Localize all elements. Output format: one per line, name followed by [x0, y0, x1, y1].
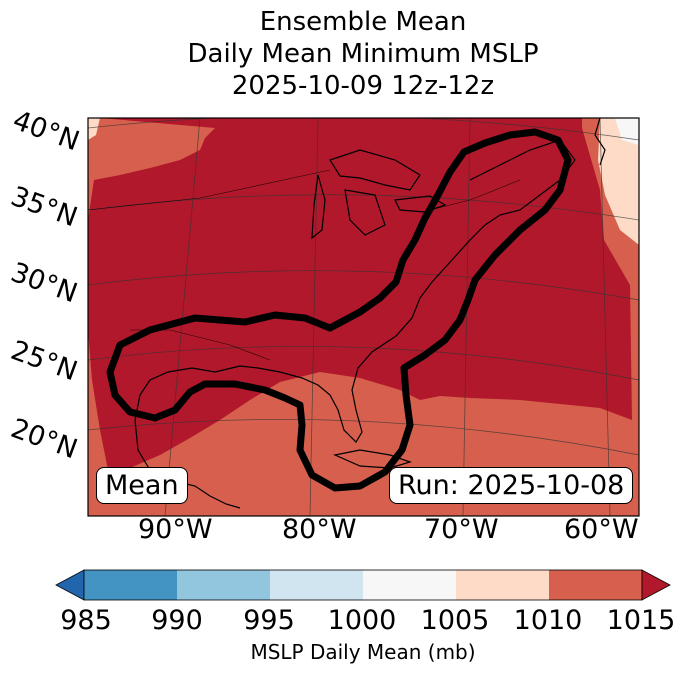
map-frame [87, 117, 640, 517]
colorbar-tick-995: 995 [243, 605, 295, 636]
colorbar-segment [270, 570, 364, 600]
coastlines [134, 118, 606, 509]
colorbar-extend-high [641, 569, 671, 601]
map-title-line-1: Ensemble Mean [259, 7, 467, 37]
map-title-line-3: 2025-10-09 12z-12z [231, 71, 495, 101]
colorbar [55, 569, 671, 601]
light-pressure-patch-nw [88, 118, 100, 140]
lon-label-90w: 90°W [138, 514, 213, 545]
light-pressure-patch-ne [598, 118, 639, 245]
graticule [88, 118, 639, 516]
colorbar-tick-1005: 1005 [420, 605, 490, 636]
colorbar-tick-990: 990 [151, 605, 203, 636]
colorbar-segment [363, 570, 457, 600]
colorbar-tick-1010: 1010 [513, 605, 583, 636]
lon-label-70w: 70°W [424, 514, 499, 545]
colorbar-segment [456, 570, 550, 600]
contour-outline [106, 128, 572, 492]
colorbar-tick-985: 985 [60, 605, 112, 636]
map-panel [87, 117, 640, 517]
colorbar-label: MSLP Daily Mean (mb) [250, 640, 476, 664]
colorbar-extend-low [55, 569, 85, 601]
white-pressure-patch [615, 118, 639, 145]
run-date-label: Run: 2025-10-08 [389, 467, 634, 504]
map-title-line-2: Daily Mean Minimum MSLP [187, 39, 539, 69]
colorbar-segment [84, 570, 178, 600]
lon-label-80w: 80°W [282, 514, 357, 545]
lon-label-60w: 60°W [564, 514, 639, 545]
colorbar-tick-1000: 1000 [327, 605, 397, 636]
colorbar-segment [177, 570, 271, 600]
colorbar-segment [549, 570, 643, 600]
colorbar-tick-1015: 1015 [606, 605, 676, 636]
mean-label: Mean [96, 467, 188, 504]
